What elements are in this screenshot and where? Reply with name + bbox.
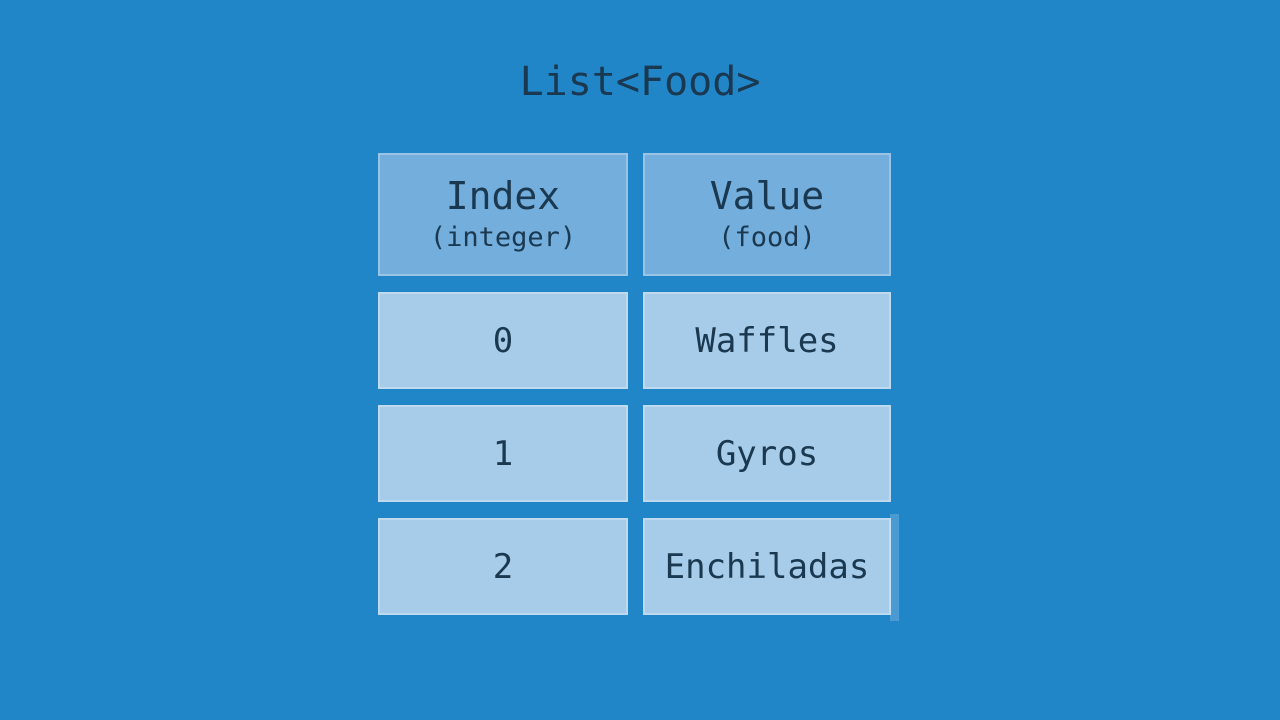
value-cell-row-0: Waffles: [643, 292, 891, 389]
value-cell-row-2: Enchiladas: [643, 518, 891, 615]
header-cell-value: Value (food): [643, 153, 891, 276]
index-column-type-label: (integer): [429, 221, 577, 253]
header-cell-index: Index (integer): [378, 153, 628, 276]
list-table: Index (integer) Value (food) 0 Waffles 1…: [378, 153, 891, 615]
index-cell-row-2: 2: [378, 518, 628, 615]
transition-artifact-strip: [890, 514, 899, 621]
index-column-label: Index: [445, 173, 561, 218]
index-cell-row-1: 1: [378, 405, 628, 502]
diagram-title: List<Food>: [519, 59, 761, 105]
value-cell-row-1: Gyros: [643, 405, 891, 502]
value-column-type-label: (food): [718, 221, 816, 253]
index-cell-row-0: 0: [378, 292, 628, 389]
value-column-label: Value: [709, 173, 825, 218]
